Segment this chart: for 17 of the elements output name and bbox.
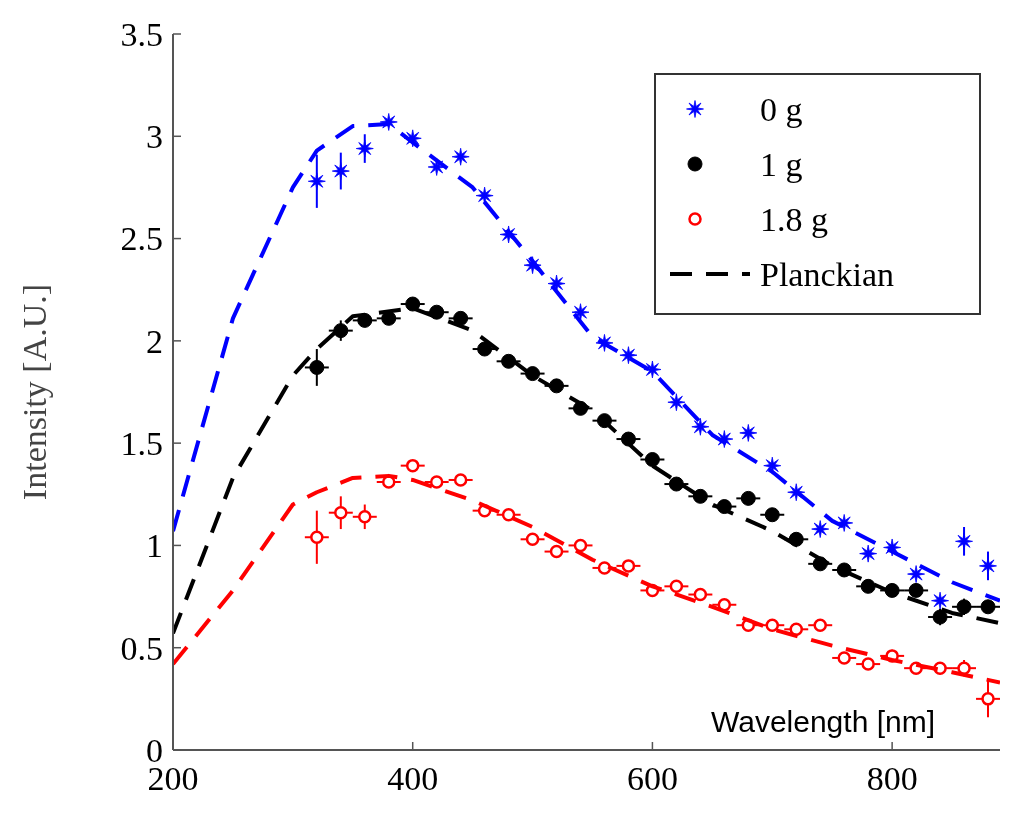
x-tick-label: 600 (626, 760, 678, 797)
x-axis-title: Wavelength [nm] (711, 705, 935, 738)
x-tick-label: 800 (866, 760, 918, 797)
y-tick-label: 1 (146, 527, 163, 565)
legend-label: 1.8 g (760, 200, 828, 238)
y-tick-label: 2 (146, 322, 163, 360)
legend-label: Planckian (760, 255, 895, 293)
legend-label: 0 g (760, 90, 803, 128)
y-tick-label: 0.5 (120, 629, 163, 667)
y-tick-label: 2.5 (120, 220, 163, 258)
y-tick-label: 1.5 (120, 425, 163, 463)
y-tick-label: 3 (146, 118, 163, 156)
y-axis-title: Intensity [A.U.] (16, 283, 53, 501)
legend-label: 1 g (760, 145, 803, 183)
x-tick-label: 400 (387, 760, 439, 797)
y-tick-label: 0 (146, 731, 163, 769)
y-tick-label: 3.5 (120, 15, 163, 53)
